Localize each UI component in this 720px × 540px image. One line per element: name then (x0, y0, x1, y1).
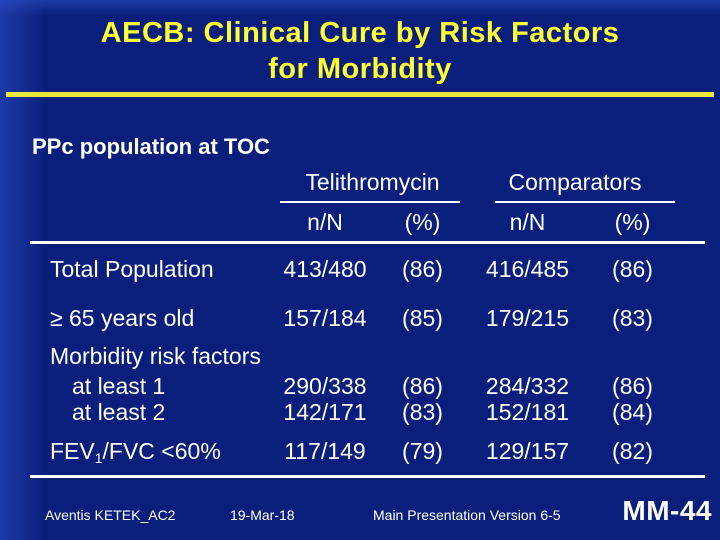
table-row-65-years: ≥ 65 years old 157/184 (85) 179/215 (83) (0, 305, 720, 331)
cell-comp-pct: (83) (612, 305, 653, 331)
cell-comp-nn: 284/332 (485, 373, 570, 399)
cell-comp-nn: 416/485 (485, 256, 570, 282)
footer-source: Aventis KETEK_AC2 (45, 507, 176, 523)
row-label: FEV1/FVC <60% (50, 438, 275, 466)
cell-comp-pct: (86) (612, 256, 653, 282)
title-divider-rule (6, 92, 714, 97)
row-label-fvc: /FVC <60% (102, 438, 221, 464)
table-group-header-row: Telithromycin Comparators (0, 169, 720, 195)
cell-tel-nn: 142/171 (283, 399, 367, 425)
row-label: ≥ 65 years old (50, 305, 195, 331)
subheader-nn-telithromycin: n/N (307, 209, 343, 235)
table-bottom-line (30, 475, 705, 478)
subtitle-population: PPc population at TOC (32, 134, 270, 159)
row-label-subscript: 1 (94, 450, 103, 466)
cell-tel-pct: (79) (402, 438, 443, 464)
group-underline-telithromycin (280, 201, 460, 203)
cell-tel-pct: (86) (402, 373, 443, 399)
title-line-1: AECB: Clinical Cure by Risk Factors (100, 17, 620, 49)
cell-comp-pct: (84) (612, 399, 653, 425)
slide-title: AECB: Clinical Cure by Risk Factors for … (0, 15, 720, 87)
cell-comp-nn: 179/215 (485, 305, 570, 331)
cell-tel-pct: (85) (402, 305, 443, 331)
cell-tel-pct: (83) (402, 399, 443, 425)
subheader-pct-telithromycin: (%) (404, 209, 441, 235)
table-subheader-row: n/N (%) n/N (%) (0, 209, 720, 235)
subheader-pct-comparators: (%) (614, 209, 651, 235)
cell-tel-pct: (86) (402, 256, 443, 282)
column-group-comparators: Comparators (508, 169, 642, 195)
row-label: at least 2 (72, 399, 166, 425)
column-group-telithromycin: Telithromycin (305, 169, 440, 195)
cell-comp-pct: (82) (612, 438, 653, 464)
table-row-at-least-1: at least 1 290/338 (86) 284/332 (86) (0, 373, 720, 399)
subheader-nn-comparators: n/N (509, 209, 546, 235)
table-row-fev-fvc: FEV1/FVC <60% 117/149 (79) 129/157 (82) (0, 438, 720, 466)
table-row-at-least-2: at least 2 142/171 (83) 152/181 (84) (0, 399, 720, 425)
table-row-morbidity-header: Morbidity risk factors (0, 343, 720, 369)
cell-comp-nn: 129/157 (485, 438, 570, 464)
cell-tel-nn: 157/184 (283, 305, 367, 331)
group-underline-comparators (495, 201, 675, 203)
cell-comp-pct: (86) (612, 373, 653, 399)
footer-date: 19-Mar-18 (230, 507, 295, 523)
cell-tel-nn: 413/480 (283, 256, 367, 282)
footer-version: Main Presentation Version 6-5 (373, 507, 561, 523)
cell-comp-nn: 152/181 (485, 399, 570, 425)
row-label: Total Population (50, 256, 214, 282)
row-label: at least 1 (72, 373, 166, 399)
cell-tel-nn: 290/338 (283, 373, 367, 399)
header-separator-line (30, 241, 705, 244)
cell-tel-nn: 117/149 (284, 438, 366, 464)
table-row-total-population: Total Population 413/480 (86) 416/485 (8… (0, 256, 720, 282)
title-line-2: for Morbidity (268, 53, 452, 85)
row-label: Morbidity risk factors (50, 343, 261, 369)
slide-number: MM-44 (622, 495, 712, 526)
row-label-fev: FEV (50, 438, 95, 464)
